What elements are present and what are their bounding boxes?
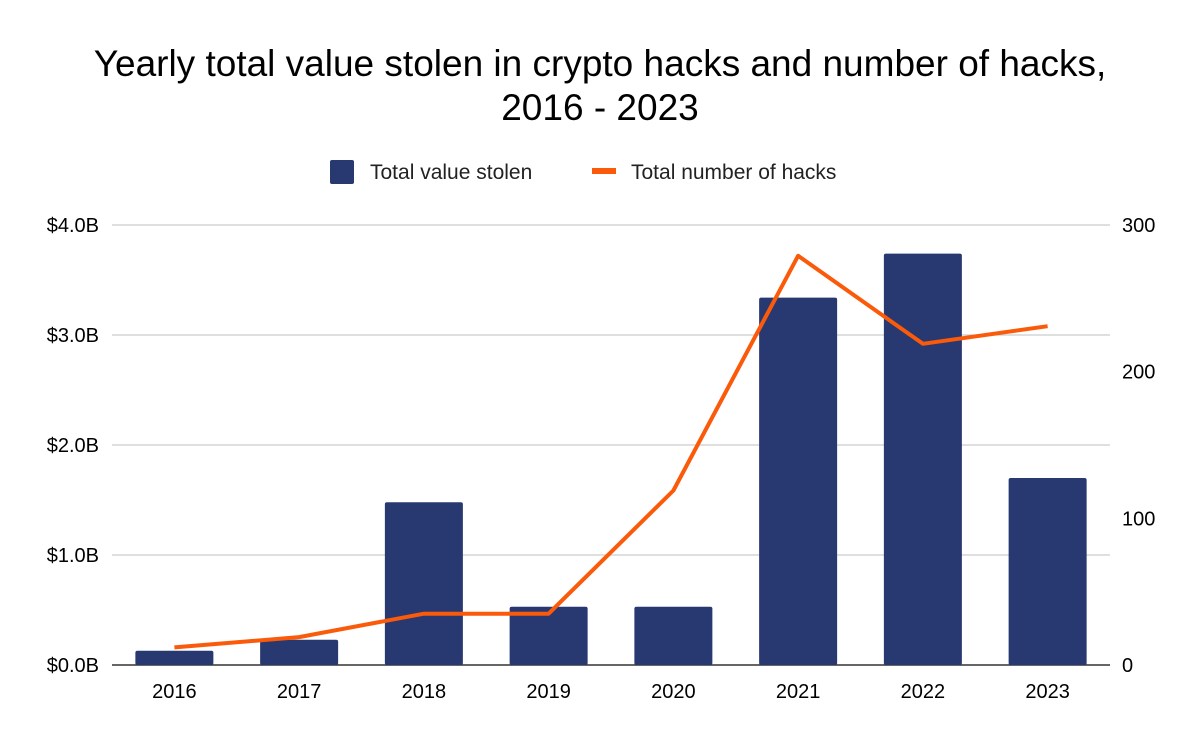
bar-series-total-value-stolen [135,253,1087,665]
bar-total-value-stolen-2023 [1008,478,1087,665]
x-axis-tick-label-2020: 2020 [651,681,696,703]
bar-total-value-stolen-2017 [260,639,339,665]
legend-label-total-value-stolen: Total value stolen [370,161,532,184]
bar-total-value-stolen-2022 [883,253,962,665]
line-total-number-of-hacks [174,253,1048,650]
left-axis-tick-label: $2.0B [47,435,99,457]
left-axis-tick-label: $3.0B [47,325,99,347]
right-axis-tick-label: 100 [1122,508,1155,530]
bar-total-value-stolen-2018 [384,502,463,665]
x-axis-tick-label-2023: 2023 [1025,681,1070,703]
bar-total-value-stolen-2019 [509,606,588,665]
legend-swatch-total-value-stolen [330,160,354,184]
right-axis-tick-label: 300 [1122,215,1155,237]
right-axis-tick-label: 0 [1122,655,1133,677]
left-axis-tick-label: $0.0B [47,655,99,677]
x-axis-tick-label-2021: 2021 [776,681,821,703]
x-axis: 2016 2017 2018 2019 2020 2021 2022 2023 [152,681,1070,703]
chart-title: Yearly total value stolen in crypto hack… [94,43,1107,84]
left-y-axis: $0.0B $1.0B $2.0B $3.0B $4.0B [47,215,99,677]
x-axis-tick-label-2017: 2017 [277,681,322,703]
left-axis-tick-label: $4.0B [47,215,99,237]
bar-total-value-stolen-2020 [634,606,713,665]
left-axis-tick-label: $1.0B [47,545,99,567]
legend-label-total-number-of-hacks: Total number of hacks [631,161,836,184]
bar-total-value-stolen-2021 [759,297,838,665]
x-axis-tick-label-2018: 2018 [402,681,447,703]
x-axis-tick-label-2022: 2022 [901,681,946,703]
x-axis-tick-label-2019: 2019 [526,681,571,703]
right-y-axis: 0 100 200 300 [1122,215,1155,677]
right-axis-tick-label: 200 [1122,362,1155,384]
bar-total-value-stolen-2016 [135,650,214,665]
legend: Total value stolen Total number of hacks [330,160,836,184]
line-series-total-number-of-hacks [174,253,1048,650]
x-axis-tick-label-2016: 2016 [152,681,197,703]
legend-swatch-total-number-of-hacks [592,168,616,174]
chart-subtitle: 2016 - 2023 [501,87,699,128]
